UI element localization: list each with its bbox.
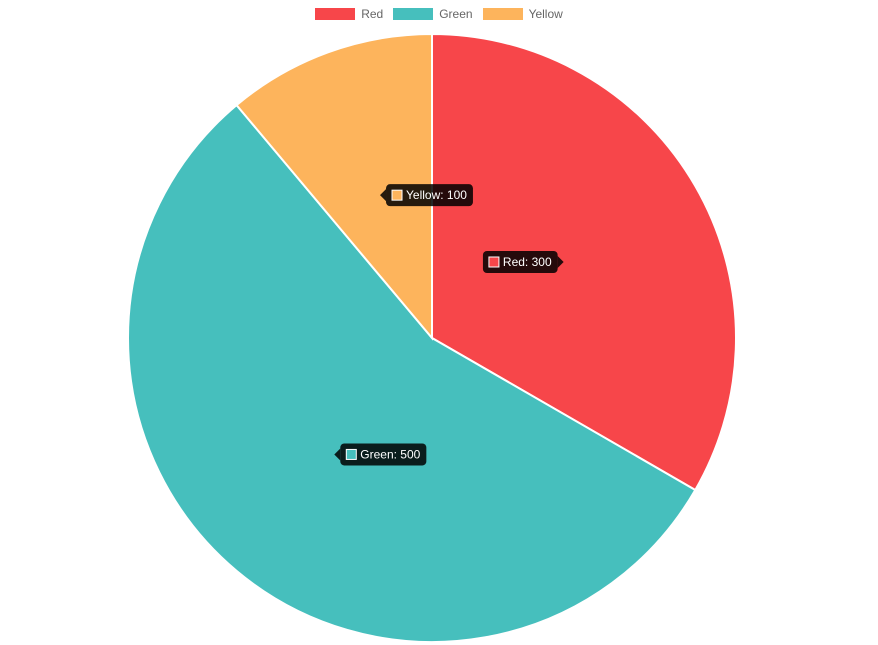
- tooltip-box: [340, 443, 427, 466]
- pie-slices: [127, 32, 737, 643]
- legend-swatch-red: [315, 8, 356, 20]
- pie-slice-yellow[interactable]: [235, 32, 433, 341]
- legend-item-green[interactable]: Green: [393, 7, 473, 21]
- tooltip-label: Yellow: 100: [406, 188, 467, 202]
- pie-slice-green[interactable]: [127, 103, 697, 643]
- legend-label-green: Green: [439, 7, 473, 21]
- tooltip-label: Red: 300: [503, 255, 552, 269]
- tooltip-caret: [380, 189, 387, 202]
- legend-item-yellow[interactable]: Yellow: [482, 7, 563, 21]
- legend-item-red[interactable]: Red: [315, 7, 383, 21]
- pie-slice-red[interactable]: [431, 32, 737, 492]
- tooltip-yellow: Yellow: 100: [380, 184, 473, 207]
- legend-label-yellow: Yellow: [528, 7, 563, 21]
- tooltip-red: Red: 300: [482, 251, 564, 273]
- chart-legend: Red Green Yellow: [0, 7, 878, 21]
- tooltip-swatch: [488, 256, 500, 268]
- tooltip-box: [386, 184, 473, 207]
- tooltip-swatch: [391, 189, 403, 201]
- tooltip-label: Green: 500: [360, 447, 420, 461]
- legend-label-red: Red: [361, 7, 384, 21]
- tooltip-swatch: [345, 448, 357, 460]
- tooltip-caret: [557, 256, 564, 268]
- legend-swatch-green: [393, 8, 434, 20]
- tooltip-green: Green: 500: [334, 443, 427, 466]
- pie-tooltips: Red: 300 Green: 500 Yellow: 100: [334, 184, 564, 466]
- legend-swatch-yellow: [482, 8, 523, 20]
- tooltip-caret: [334, 448, 341, 461]
- tooltip-box: [482, 251, 558, 273]
